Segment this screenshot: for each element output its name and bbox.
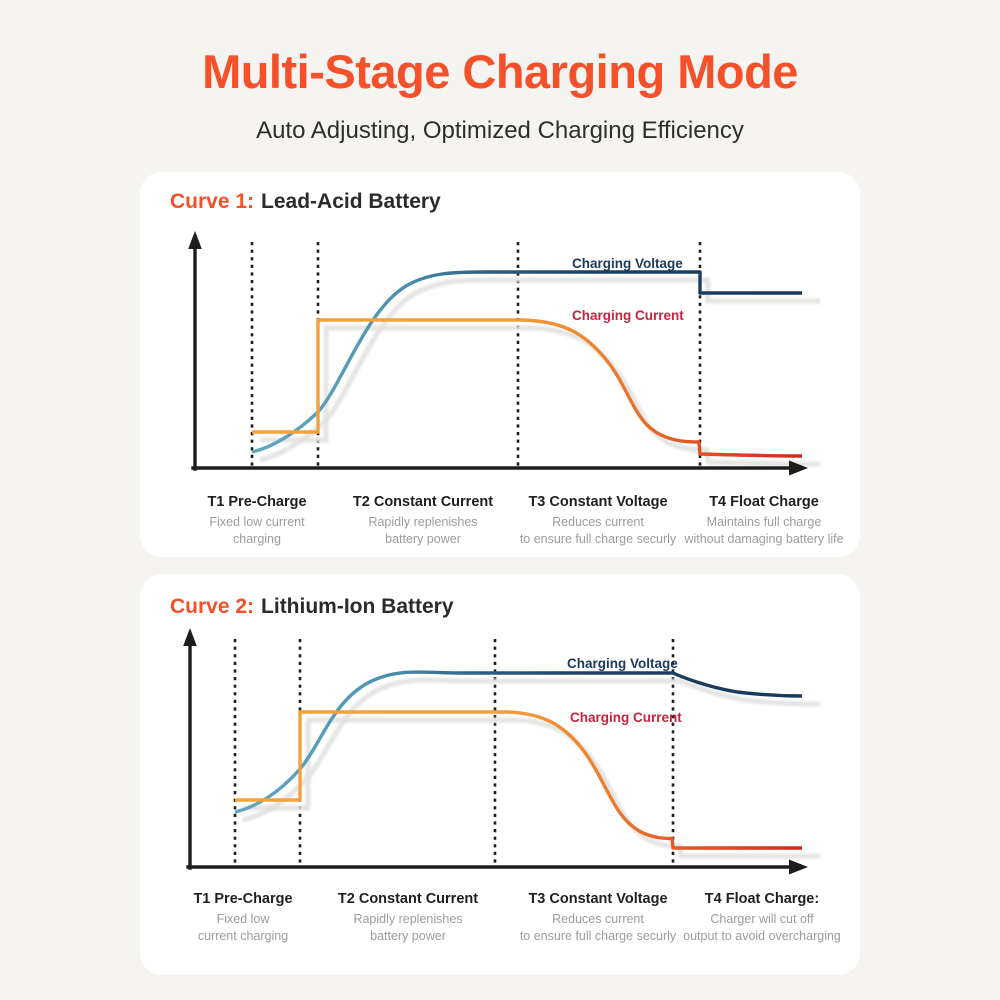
stage-description: Reduces current to ensure full charge se… bbox=[519, 912, 677, 943]
stage-title: T4 Float Charge: bbox=[704, 891, 820, 907]
y-axis-arrow-icon bbox=[183, 628, 197, 646]
x-axis-arrow-icon bbox=[789, 460, 808, 476]
lithium-ion-chart: Charging Voltage Charging Current bbox=[183, 628, 821, 875]
stage-description: Fixed low current charging bbox=[209, 515, 305, 546]
stage-t4: T4 Float Charge: Charger will cut off ou… bbox=[662, 891, 862, 944]
curve2-battery-type: Lithium-Ion Battery bbox=[261, 595, 454, 618]
voltage-curve-shadow bbox=[242, 677, 821, 823]
current-legend-label: Charging Current bbox=[570, 710, 682, 725]
voltage-legend-label: Charging Voltage bbox=[567, 656, 678, 671]
lead-acid-card: Curve 1: Lead-Acid Battery bbox=[140, 172, 860, 557]
current-legend-label: Charging Current bbox=[572, 308, 684, 323]
x-axis-arrow-icon bbox=[789, 859, 808, 875]
stage-title: T3 Constant Voltage bbox=[528, 891, 668, 907]
stage-t1: T1 Pre-Charge Fixed low current charging bbox=[157, 494, 357, 547]
stage-title: T1 Pre-Charge bbox=[207, 494, 307, 510]
lead-acid-chart: Charging Voltage Charging Current bbox=[188, 231, 821, 476]
current-curve-shadow bbox=[260, 325, 821, 467]
stage-t3: T3 Constant Voltage Reduces current to e… bbox=[498, 494, 698, 547]
stage-title: T4 Float Charge bbox=[709, 494, 819, 510]
stage-description: Rapidly replenishes battery power bbox=[353, 912, 463, 943]
y-axis-arrow-icon bbox=[188, 231, 202, 249]
stage-description: Rapidly replenishes battery power bbox=[368, 515, 478, 546]
hero-header: Multi-Stage Charging Mode Auto Adjusting… bbox=[0, 44, 1000, 145]
page-title: Multi-Stage Charging Mode bbox=[202, 45, 798, 98]
stage-description: Maintains full charge without damaging b… bbox=[684, 515, 844, 546]
lithium-ion-card: Curve 2: Lithium-Ion Battery bbox=[140, 574, 860, 975]
stage-t1: T1 Pre-Charge Fixed low current charging bbox=[143, 891, 343, 944]
current-curve bbox=[252, 318, 803, 458]
stage-title: T3 Constant Voltage bbox=[528, 494, 668, 510]
lithium-ion-card-heading: Curve 2: Lithium-Ion Battery bbox=[170, 595, 454, 619]
stage-t2: T2 Constant Current Rapidly replenishes … bbox=[323, 494, 523, 547]
curve1-label: Curve 1: bbox=[170, 190, 255, 213]
current-curve bbox=[235, 710, 802, 850]
stage-title: T2 Constant Current bbox=[337, 891, 479, 907]
stage-title: T1 Pre-Charge bbox=[193, 891, 293, 907]
stage-t2: T2 Constant Current Rapidly replenishes … bbox=[308, 891, 508, 944]
stage-t3: T3 Constant Voltage Reduces current to e… bbox=[498, 891, 698, 944]
curve2-label: Curve 2: bbox=[170, 595, 255, 618]
stage-description: Charger will cut off output to avoid ove… bbox=[683, 912, 841, 943]
stage-description: Reduces current to ensure full charge se… bbox=[519, 515, 677, 546]
stage-title: T2 Constant Current bbox=[352, 494, 494, 510]
stage-t4: T4 Float Charge Maintains full charge wi… bbox=[664, 494, 864, 547]
lead-acid-card-heading: Curve 1: Lead-Acid Battery bbox=[170, 190, 441, 214]
stage-description: Fixed low current charging bbox=[197, 912, 289, 943]
voltage-legend-label: Charging Voltage bbox=[572, 256, 683, 271]
page-subtitle: Auto Adjusting, Optimized Charging Effic… bbox=[256, 117, 744, 144]
current-curve-shadow bbox=[243, 717, 820, 859]
curve1-battery-type: Lead-Acid Battery bbox=[261, 190, 441, 213]
